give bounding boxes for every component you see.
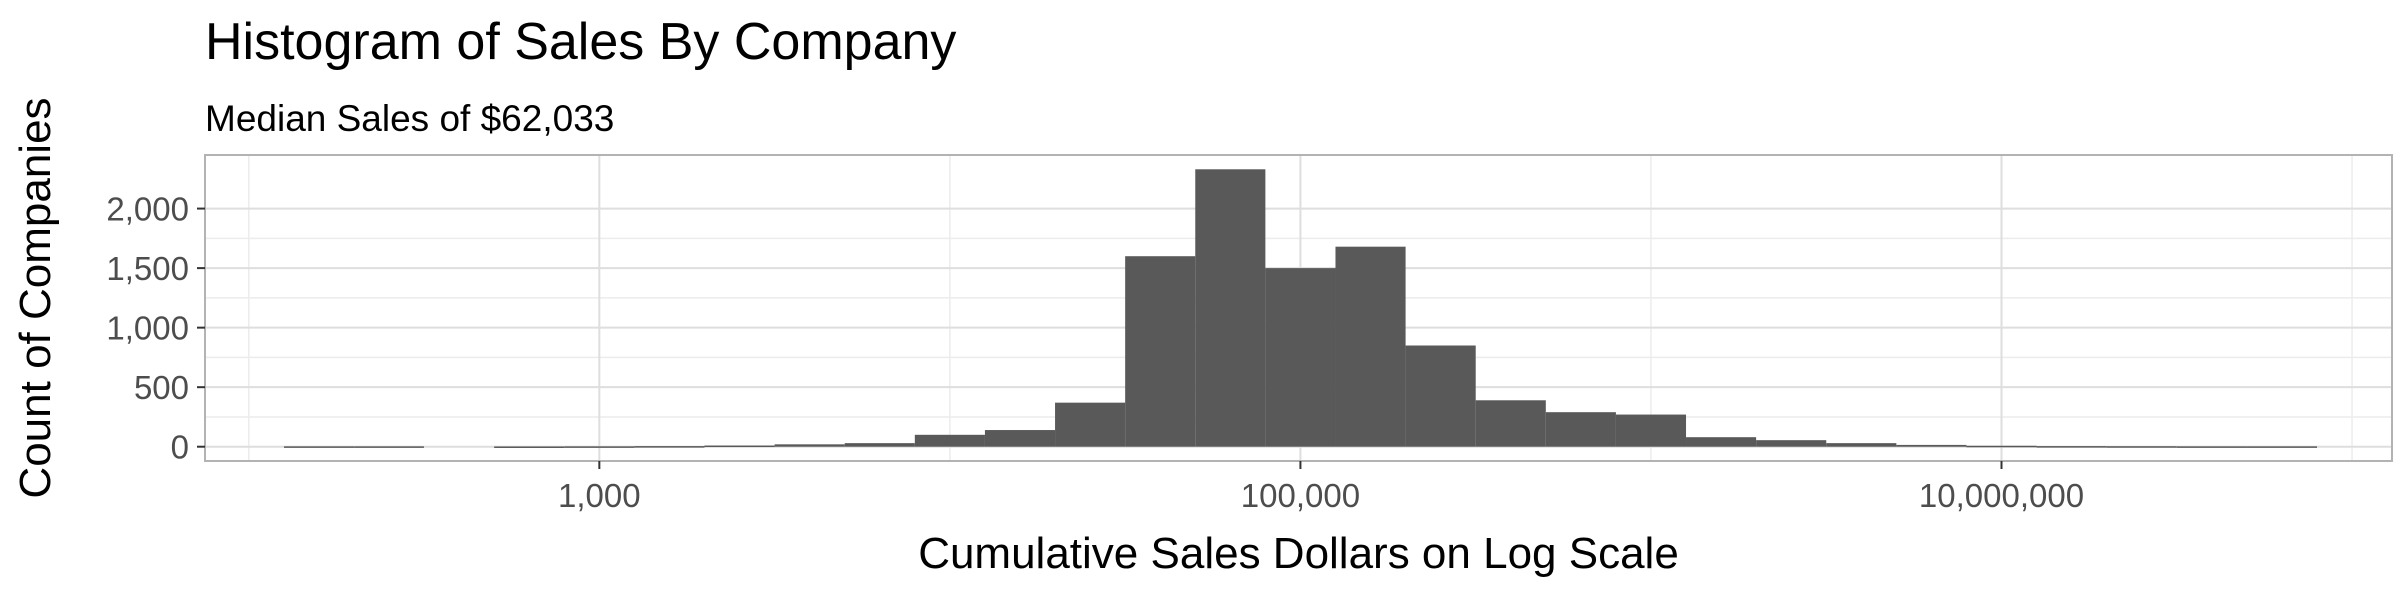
y-tick-label: 2,000 [106,191,189,228]
x-tick-label: 100,000 [1241,477,1360,514]
histogram-bar [1405,345,1476,447]
y-tick-label: 1,000 [106,310,189,347]
y-tick-label: 0 [171,429,189,466]
histogram-bar [774,444,845,447]
chart-subtitle: Median Sales of $62,033 [205,98,615,139]
histogram-bar [1826,443,1897,447]
histogram-bar [283,446,355,448]
chart-title: Histogram of Sales By Company [205,13,957,71]
histogram-bar [1615,414,1687,447]
histogram-bar [1966,445,2037,448]
histogram-bar [1335,246,1406,447]
histogram-bars [283,169,2318,448]
histogram-bar [494,446,565,448]
histogram-bar [984,430,1056,447]
histogram-bar [1125,256,1196,447]
histogram-bar [2036,446,2107,448]
y-axis-label: Count of Companies [11,97,60,498]
histogram-bar [914,434,985,447]
axis-ticks: 1,000 100,000 10,000,000 0 500 1,000 1,500 2,00… [106,191,2084,514]
histogram-bar [2246,446,2318,448]
x-tick-label: 1,000 [558,477,641,514]
histogram-bar [1055,402,1126,447]
histogram-bar [634,446,705,448]
histogram-bar [1265,268,1336,447]
histogram-bar [564,446,635,448]
x-tick-label: 10,000,000 [1919,477,2084,514]
histogram-bar [354,446,424,448]
histogram-bar [2106,446,2177,448]
histogram-bar [1195,169,1266,447]
y-tick-label: 1,500 [106,250,189,287]
y-tick-label: 500 [134,369,189,406]
histogram-bar [1756,440,1827,447]
x-axis-label: Cumulative Sales Dollars on Log Scale [918,529,1679,578]
histogram-bar [1896,444,1967,447]
histogram-bar [704,445,775,448]
histogram-bar [1545,412,1616,447]
plot-panel-border [204,154,2393,462]
histogram-bar [1475,400,1546,447]
histogram-bar [1686,437,1757,447]
histogram-bar [844,443,915,447]
histogram-bar [2176,446,2247,448]
